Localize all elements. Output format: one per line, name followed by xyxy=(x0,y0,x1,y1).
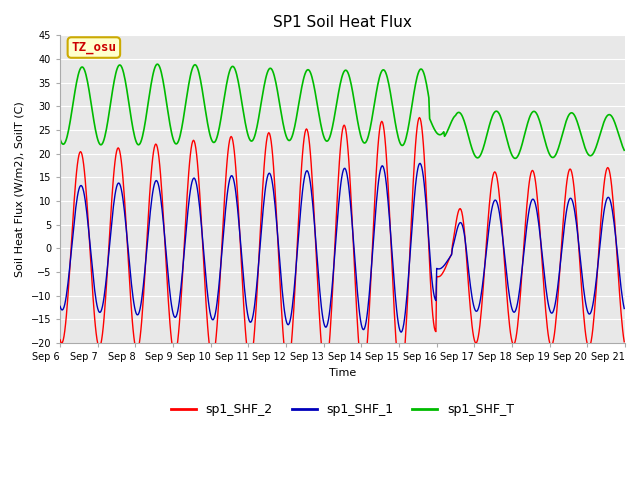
sp1_SHF_1 xyxy=(412,182,419,188)
sp1_SHF_2 xyxy=(429,312,436,318)
sp1_SHF_2 xyxy=(125,259,132,264)
sp1_SHF_1 xyxy=(397,329,405,335)
sp1_SHF_2 xyxy=(415,115,423,120)
sp1_SHF_1 xyxy=(125,249,132,254)
sp1_SHF_2 xyxy=(397,374,404,380)
Y-axis label: Soil Heat Flux (W/m2), SoilT (C): Soil Heat Flux (W/m2), SoilT (C) xyxy=(15,101,25,277)
sp1_SHF_T xyxy=(154,61,161,67)
Line: sp1_SHF_T: sp1_SHF_T xyxy=(60,64,624,158)
sp1_SHF_2 xyxy=(212,341,220,347)
sp1_SHF_1 xyxy=(212,310,220,316)
Line: sp1_SHF_2: sp1_SHF_2 xyxy=(60,118,624,377)
sp1_SHF_T xyxy=(125,96,132,102)
sp1_SHF_T xyxy=(620,147,628,153)
sp1_SHF_2 xyxy=(620,339,628,345)
sp1_SHF_1 xyxy=(67,259,74,264)
sp1_SHF_1 xyxy=(429,284,436,290)
sp1_SHF_T xyxy=(412,81,419,87)
sp1_SHF_T xyxy=(428,121,436,127)
sp1_SHF_T xyxy=(212,137,220,143)
sp1_SHF_2 xyxy=(412,142,419,148)
sp1_SHF_2 xyxy=(67,258,74,264)
sp1_SHF_T xyxy=(67,118,74,124)
sp1_SHF_T xyxy=(182,96,190,102)
Line: sp1_SHF_1: sp1_SHF_1 xyxy=(60,163,624,332)
sp1_SHF_1 xyxy=(620,306,628,312)
sp1_SHF_2 xyxy=(182,218,189,224)
sp1_SHF_1 xyxy=(56,303,64,309)
X-axis label: Time: Time xyxy=(329,368,356,378)
Title: SP1 Soil Heat Flux: SP1 Soil Heat Flux xyxy=(273,15,412,30)
Text: TZ_osu: TZ_osu xyxy=(72,41,116,54)
sp1_SHF_1 xyxy=(417,160,424,166)
Legend: sp1_SHF_2, sp1_SHF_1, sp1_SHF_T: sp1_SHF_2, sp1_SHF_1, sp1_SHF_T xyxy=(166,398,520,421)
sp1_SHF_T xyxy=(56,136,64,142)
sp1_SHF_2 xyxy=(56,337,64,343)
sp1_SHF_1 xyxy=(182,233,189,239)
sp1_SHF_T xyxy=(511,156,519,161)
